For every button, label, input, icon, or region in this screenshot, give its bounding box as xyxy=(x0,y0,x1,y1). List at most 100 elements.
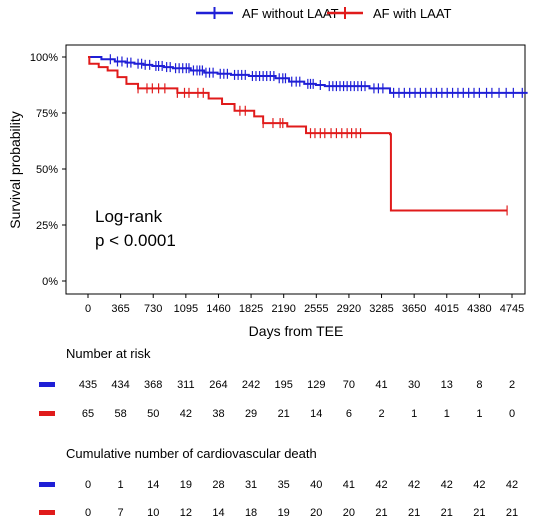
table-cell: 21 xyxy=(473,507,485,519)
table-cell: 70 xyxy=(343,379,355,391)
survival-curve xyxy=(88,56,528,94)
x-tick-label: 4015 xyxy=(435,303,459,315)
table-cell: 42 xyxy=(408,479,420,491)
table-cell: 2 xyxy=(378,408,384,420)
table-cell: 21 xyxy=(408,507,420,519)
table-cell: 129 xyxy=(307,379,325,391)
table-row-swatch xyxy=(39,482,55,487)
series-without-laat xyxy=(88,54,528,98)
table-cell: 41 xyxy=(343,479,355,491)
table-cell: 1 xyxy=(411,408,417,420)
legend-label: AF without LAAT xyxy=(242,6,339,21)
table-cell: 1 xyxy=(444,408,450,420)
table-cell: 35 xyxy=(278,479,290,491)
table-cell: 0 xyxy=(85,479,91,491)
x-tick-label: 1825 xyxy=(239,303,263,315)
table-cell: 195 xyxy=(275,379,293,391)
legend-item-without-laat: AF without LAAT xyxy=(196,6,339,21)
table-cell: 40 xyxy=(310,479,322,491)
p-value-label: p < 0.0001 xyxy=(95,231,176,250)
table-cell: 264 xyxy=(209,379,227,391)
table-cell: 14 xyxy=(212,507,224,519)
table-cell: 42 xyxy=(180,408,192,420)
table-cell: 13 xyxy=(441,379,453,391)
table-cell: 14 xyxy=(147,479,159,491)
table-cell: 18 xyxy=(245,507,257,519)
table-cell: 311 xyxy=(177,379,195,391)
table-cell: 0 xyxy=(85,507,91,519)
y-tick-label: 25% xyxy=(36,220,58,232)
table-cell: 31 xyxy=(245,479,257,491)
table-cell: 65 xyxy=(82,408,94,420)
table-row-swatch xyxy=(39,411,55,416)
table-cell: 2 xyxy=(509,379,515,391)
x-tick-label: 4380 xyxy=(467,303,491,315)
y-axis-label: Survival probability xyxy=(7,111,23,229)
x-tick-label: 1460 xyxy=(206,303,230,315)
x-axis-label: Days from TEE xyxy=(249,323,344,339)
events-table-title: Cumulative number of cardiovascular deat… xyxy=(66,446,317,461)
table-cell: 21 xyxy=(506,507,518,519)
table-cell: 6 xyxy=(346,408,352,420)
table-cell: 435 xyxy=(79,379,97,391)
x-tick-label: 2920 xyxy=(337,303,361,315)
y-tick-label: 50% xyxy=(36,164,58,176)
log-rank-label: Log-rank xyxy=(95,207,163,226)
table-row-swatch xyxy=(39,510,55,515)
y-axis: 0% 25% 50% 75% 100% xyxy=(30,52,66,288)
table-cell: 42 xyxy=(375,479,387,491)
legend-item-with-laat: AF with LAAT xyxy=(327,6,452,21)
table-cell: 21 xyxy=(441,507,453,519)
x-tick-label: 1095 xyxy=(174,303,198,315)
table-cell: 19 xyxy=(278,507,290,519)
table-cell: 20 xyxy=(343,507,355,519)
events-table: 0 1 14 19 28 31 35 40 41 42 42 42 42 42 0 7 10 12 14 18 19 20… xyxy=(39,479,518,519)
table-cell: 21 xyxy=(375,507,387,519)
table-cell: 10 xyxy=(147,507,159,519)
table-cell: 242 xyxy=(242,379,260,391)
series-with-laat xyxy=(88,56,508,216)
table-cell: 0 xyxy=(509,408,515,420)
x-tick-label: 365 xyxy=(111,303,129,315)
table-cell: 1 xyxy=(476,408,482,420)
x-tick-label: 0 xyxy=(85,303,91,315)
legend: AF without LAAT AF with LAAT xyxy=(196,6,452,21)
x-tick-label: 3650 xyxy=(402,303,426,315)
table-cell: 42 xyxy=(473,479,485,491)
risk-table: 435 434 368 311 264 242 195 129 70 41 30 13 8 265 58 50… xyxy=(39,379,515,420)
table-cell: 41 xyxy=(375,379,387,391)
survival-curve xyxy=(88,56,508,212)
table-cell: 12 xyxy=(180,507,192,519)
y-tick-label: 75% xyxy=(36,108,58,120)
table-cell: 434 xyxy=(111,379,129,391)
risk-table-title: Number at risk xyxy=(66,346,151,361)
plot-area xyxy=(88,54,528,216)
table-cell: 368 xyxy=(144,379,162,391)
table-cell: 50 xyxy=(147,408,159,420)
table-cell: 28 xyxy=(212,479,224,491)
table-cell: 38 xyxy=(212,408,224,420)
x-tick-label: 3285 xyxy=(369,303,393,315)
table-cell: 58 xyxy=(114,408,126,420)
table-cell: 7 xyxy=(118,507,124,519)
table-cell: 8 xyxy=(476,379,482,391)
table-cell: 30 xyxy=(408,379,420,391)
table-cell: 29 xyxy=(245,408,257,420)
x-tick-label: 730 xyxy=(144,303,162,315)
x-axis: 0 365 730 1095 1460 1825 2190 2555 2920 3285 3650 4… xyxy=(85,294,524,315)
table-cell: 21 xyxy=(278,408,290,420)
y-tick-label: 0% xyxy=(42,276,58,288)
table-row-swatch xyxy=(39,382,55,387)
table-cell: 19 xyxy=(180,479,192,491)
table-cell: 14 xyxy=(310,408,322,420)
x-tick-label: 2190 xyxy=(271,303,295,315)
table-cell: 42 xyxy=(506,479,518,491)
x-tick-label: 4745 xyxy=(500,303,524,315)
x-tick-label: 2555 xyxy=(304,303,328,315)
table-cell: 42 xyxy=(441,479,453,491)
table-cell: 1 xyxy=(118,479,124,491)
y-tick-label: 100% xyxy=(30,52,58,64)
legend-label: AF with LAAT xyxy=(373,6,452,21)
table-cell: 20 xyxy=(310,507,322,519)
